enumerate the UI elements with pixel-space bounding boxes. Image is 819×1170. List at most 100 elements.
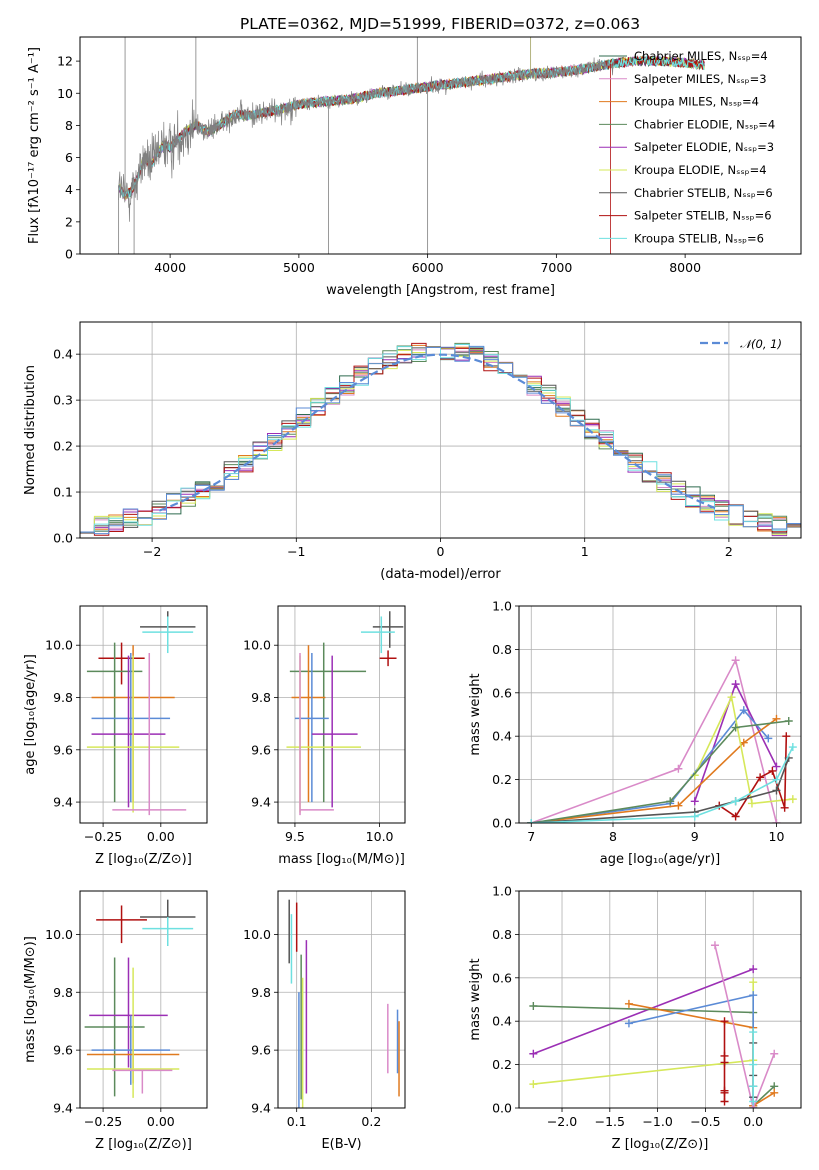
weight_vs_Z-point-marker	[720, 1088, 729, 1097]
spectrum-ytick-label: 10	[57, 86, 73, 101]
residuals-ytick-label: 0.2	[53, 439, 73, 454]
spectrum-ytick-label: 8	[65, 118, 73, 133]
spectrum-legend-label: Kroupa ELODIE, Nₛₛₚ=4	[634, 163, 767, 177]
spectrum-legend-label: Salpeter STELIB, Nₛₛₚ=6	[634, 209, 772, 223]
weight_vs_Z-point-marker	[749, 1060, 758, 1069]
spectrum-ylabel: Flux [fλ10⁻¹⁷ erg cm⁻² s⁻¹ A⁻¹]	[27, 47, 42, 244]
mass_vs_EBV-xtick-label: 0.1	[287, 1114, 307, 1129]
figure-title: PLATE=0362, MJD=51999, FIBERID=0372, z=0…	[240, 15, 640, 33]
spectrum-legend-label: Kroupa MILES, Nₛₛₚ=4	[634, 95, 759, 109]
weight_vs_Z-point-marker	[720, 1097, 729, 1106]
residuals-xtick-label: −1	[287, 544, 305, 559]
weight_vs_Z-point-marker	[529, 1080, 538, 1089]
weight_vs_age-point-marker	[666, 797, 675, 806]
age_vs_Z-ylabel: age [log₁₀(age/yr)]	[23, 654, 38, 775]
weight_vs_age-point-marker	[772, 714, 781, 723]
spectrum-xtick-label: 8000	[669, 260, 701, 275]
weight_vs_Z-xlabel: Z [log₁₀(Z/Z⊙)]	[612, 1137, 709, 1152]
weight_vs_Z-point-marker	[529, 1049, 538, 1058]
gaussian-curve	[158, 353, 720, 512]
spectrum-legend-label: Salpeter ELODIE, Nₛₛₚ=3	[634, 140, 774, 154]
mass_vs_Z-ytick-label: 9.6	[53, 1043, 73, 1058]
age_vs_Z-plot-area	[86, 611, 196, 816]
residuals-xlabel: (data-model)/error	[380, 567, 501, 582]
weight_vs_Z-ytick-label: 0.0	[492, 1101, 512, 1116]
residuals-ytick-label: 0.3	[53, 393, 73, 408]
spectrum-xtick-label: 6000	[412, 260, 444, 275]
spectrum-ytick-label: 2	[65, 214, 73, 229]
mass_vs_Z-plot-area	[84, 899, 196, 1098]
weight_vs_age-ytick-label: 0.2	[492, 772, 512, 787]
weight_vs_Z-point-marker	[749, 1028, 758, 1037]
weight_vs_Z-point-marker	[624, 999, 633, 1008]
weight_vs_age-point-marker	[690, 797, 699, 806]
residuals-ytick-label: 0.1	[53, 485, 73, 500]
residuals-panel: −2 −1 0 1 2 0.0 0.1 0.2 0.3 0.4 (data-model)/error…	[23, 321, 802, 582]
weight_vs_age-point-marker	[731, 812, 740, 821]
spectrum-xlabel: wavelength [Angstrom, rest frame]	[326, 283, 555, 298]
weight_vs_age-ytick-label: 0.6	[492, 685, 512, 700]
mass_vs_EBV-panel: 0.1 0.2 9.4 9.6 9.8 10.0 E(B-V)	[243, 890, 406, 1152]
weight_vs_Z-xtick-label: −0.5	[690, 1114, 720, 1129]
residuals-ytick-label: 0.0	[53, 531, 73, 546]
weight_vs_age-point-marker	[739, 706, 748, 715]
weight_vs_Z-point-marker	[749, 1082, 758, 1091]
mass_vs_Z-ytick-label: 9.4	[53, 1101, 73, 1116]
weight_vs_age-point-marker	[731, 723, 740, 732]
weight_vs_age-point-marker	[731, 797, 740, 806]
age_vs_Z-ytick-label: 10.0	[45, 638, 73, 653]
mass_vs_EBV-ytick-label: 9.6	[251, 1043, 271, 1058]
mass_vs_Z-ytick-label: 9.8	[53, 985, 73, 1000]
residuals-xtick-label: 0	[437, 544, 445, 559]
spectrum-xtick-label: 7000	[540, 260, 572, 275]
weight_vs_age-ytick-label: 0.4	[492, 729, 512, 744]
residual-histogram-line	[80, 344, 801, 533]
spectrum-legend-label: Chabrier STELIB, Nₛₛₚ=6	[634, 186, 773, 200]
spectrum-legend-label: Kroupa STELIB, Nₛₛₚ=6	[634, 231, 764, 245]
mass_vs_EBV-ytick-label: 9.4	[251, 1101, 271, 1116]
spectrum-legend: Chabrier MILES, Nₛₛₚ=4 Salpeter MILES, Nₛ…	[599, 49, 775, 245]
weight_vs_age-panel: 7 8 9 10 0.0 0.2 0.4 0.6 0.8 1.0 age [log₁₀(age/yr…	[468, 599, 802, 867]
residuals-ylabel: Normed distribution	[23, 365, 38, 495]
spectrum-ytick-label: 4	[65, 182, 73, 197]
weight_vs_age-point-marker	[739, 738, 748, 747]
mass_vs_EBV-frame	[277, 890, 406, 1109]
panels: 4000 5000 6000 7000 8000024681012wavelength …	[23, 36, 802, 1152]
weight_vs_age-point-marker	[768, 766, 777, 775]
residuals-xtick-label: 2	[725, 544, 733, 559]
weight_vs_age-point-marker	[780, 803, 789, 812]
spectrum-ytick-label: 0	[65, 247, 73, 262]
weight_vs_Z-point-marker	[749, 991, 758, 1000]
weight_vs_age-point-marker	[674, 764, 683, 773]
weight_vs_Z-panel: −2.0 −1.5 −1.0 −0.5 0.0 0.0 0.2 0.4 0.6 0.8 1.0 Z […	[468, 884, 802, 1152]
weight_vs_Z-point-marker	[529, 1002, 538, 1011]
spectrum-panel: 4000 5000 6000 7000 8000 0 2 4 6 8 10 12 wavelength …	[27, 36, 802, 298]
weight_vs_age-point-marker	[727, 693, 736, 702]
weight_vs_age-point-marker	[747, 799, 756, 808]
weight_vs_age-xtick-label: 10	[769, 829, 785, 844]
age_vs_mass-ytick-label: 9.4	[251, 795, 271, 810]
mass_vs_Z-panel: −0.25 0.00 9.4 9.6 9.8 10.0 Z [log₁₀(Z/Z⊙)] mas…	[23, 890, 208, 1152]
mass_vs_Z-xlabel: Z [log₁₀(Z/Z⊙)]	[95, 1137, 192, 1152]
weight_vs_Z-point-marker	[770, 1049, 779, 1058]
weight_vs_age-point-marker	[756, 773, 765, 782]
spectrum-xtick-label: 5000	[283, 260, 315, 275]
weight_vs_Z-ytick-label: 0.6	[492, 970, 512, 985]
weight_vs_age-point-marker	[731, 656, 740, 665]
weight_vs_Z-point-marker	[624, 1019, 633, 1028]
weight_vs_age-point-marker	[784, 717, 793, 726]
age_vs_mass-plot-area	[286, 611, 404, 816]
weight_vs_age-point-marker	[772, 786, 781, 795]
mass_vs_EBV-ytick-label: 9.8	[251, 985, 271, 1000]
weight_vs_Z-series-line	[533, 982, 754, 1085]
age_vs_mass-ytick-label: 9.6	[251, 742, 271, 757]
mass_vs_Z-frame	[79, 890, 208, 1109]
age_vs_Z-ytick-label: 9.4	[53, 795, 73, 810]
age_vs_Z-panel: −0.25 0.00 9.4 9.6 9.8 10.0 Z [log₁₀(Z/Z⊙)] age…	[23, 605, 208, 867]
weight_vs_Z-ytick-label: 0.2	[492, 1057, 512, 1072]
weight_vs_age-ytick-label: 0.8	[492, 642, 512, 657]
spectrum-legend-label: Chabrier ELODIE, Nₛₛₚ=4	[634, 117, 775, 131]
age_vs_mass-frame	[277, 605, 406, 824]
weight_vs_Z-point-marker	[749, 978, 758, 987]
weight_vs_age-xtick-label: 8	[609, 829, 617, 844]
